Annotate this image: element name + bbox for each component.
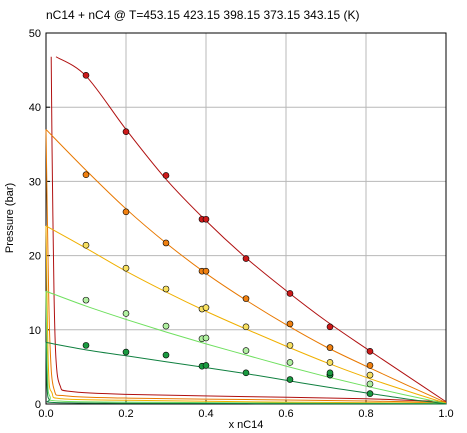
x-tick-label: 0.8 — [358, 408, 373, 420]
dew-curve — [45, 291, 447, 405]
data-point — [202, 215, 210, 223]
x-tick-label: 0.0 — [38, 408, 53, 420]
data-point — [82, 71, 90, 79]
data-point — [122, 208, 130, 216]
dew-curve — [45, 225, 447, 404]
data-point — [286, 342, 294, 349]
data-point — [286, 290, 294, 297]
data-point — [366, 380, 374, 388]
data-point — [82, 171, 90, 179]
series-1 — [50, 56, 447, 403]
x-tick-label: 0.2 — [118, 408, 133, 420]
data-point — [82, 342, 90, 349]
data-point — [242, 323, 250, 331]
data-point — [366, 348, 374, 355]
series-3 — [45, 225, 447, 404]
y-tick-label: 30 — [29, 176, 41, 188]
data-point — [242, 295, 250, 302]
data-point — [162, 285, 170, 293]
series-layer — [45, 56, 447, 405]
y-axis-label: Pressure (bar) — [4, 183, 16, 253]
series-5 — [45, 341, 447, 405]
y-tick-label: 50 — [29, 28, 41, 40]
data-point — [366, 362, 374, 369]
data-point — [122, 310, 130, 317]
x-tick-label: 0.6 — [278, 408, 293, 420]
data-point — [242, 369, 250, 377]
data-point — [286, 376, 294, 383]
data-point — [202, 362, 210, 369]
data-point — [82, 296, 90, 304]
data-point — [326, 359, 334, 366]
data-point — [326, 369, 334, 377]
dew-curve — [50, 56, 447, 403]
data-point — [366, 371, 374, 379]
data-point — [286, 359, 294, 366]
data-point — [122, 128, 130, 135]
data-point — [242, 347, 250, 354]
data-point — [122, 264, 130, 272]
series-2 — [45, 129, 447, 404]
data-point — [242, 255, 250, 262]
data-point — [162, 172, 170, 179]
data-point — [162, 351, 170, 359]
y-tick-label: 10 — [29, 325, 41, 337]
data-point — [366, 390, 374, 397]
axis-ticks: 0.0 0.2 0.4 0.6 0.8 1.0 0 10 20 30 40 50 — [29, 28, 454, 420]
y-tick-label: 40 — [29, 102, 41, 114]
data-point — [162, 239, 170, 247]
bubble-curve — [55, 56, 447, 403]
x-tick-label: 0.4 — [198, 408, 213, 420]
bubble-curve — [45, 225, 447, 404]
dew-curve — [45, 342, 447, 405]
dew-curve — [45, 129, 447, 404]
data-point — [202, 267, 210, 275]
x-tick-label: 1.0 — [438, 408, 453, 420]
data-point — [202, 304, 210, 311]
x-axis-label: x nC14 — [229, 419, 264, 431]
data-point — [202, 334, 210, 342]
data-point — [162, 322, 170, 330]
data-point — [122, 348, 130, 356]
data-point — [326, 344, 334, 351]
data-point — [326, 323, 334, 331]
y-tick-label: 0 — [35, 399, 41, 411]
y-tick-label: 20 — [29, 251, 41, 263]
chart-title: nC14 + nC4 @ T=453.15 423.15 398.15 373.… — [46, 8, 360, 22]
bubble-curve — [45, 290, 447, 405]
data-point — [286, 320, 294, 328]
data-point — [82, 241, 90, 249]
series-4 — [45, 290, 447, 405]
